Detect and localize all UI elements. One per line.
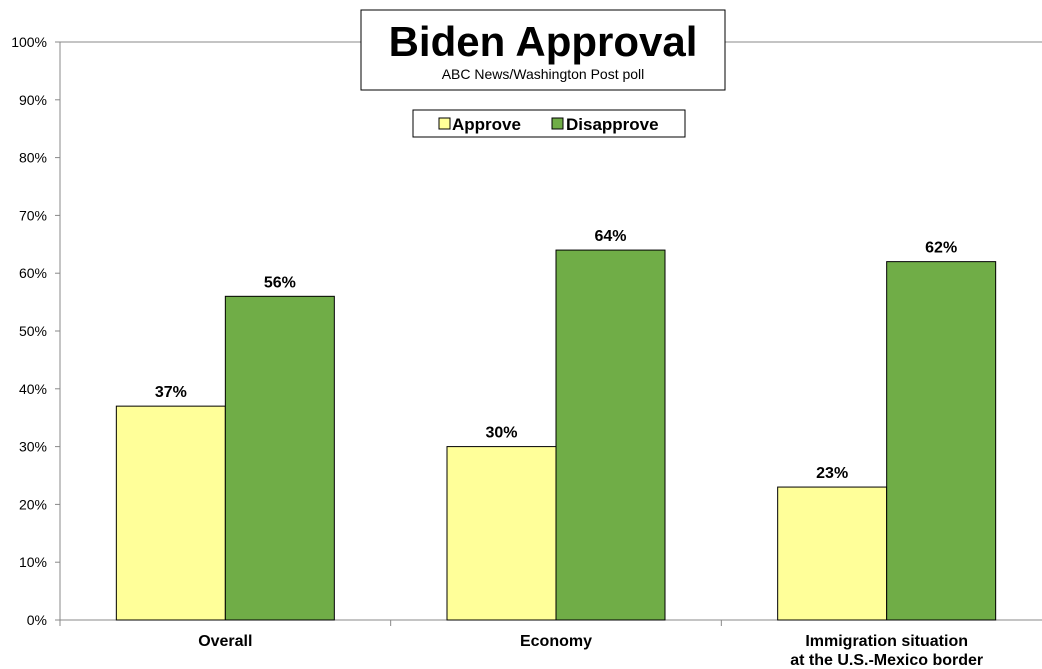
bar-disapprove-3: [886, 261, 997, 621]
y-tick-label: 60%: [19, 265, 47, 281]
y-tick-label: 20%: [19, 496, 47, 512]
y-tick-label: 90%: [19, 92, 47, 108]
x-category-label: Immigration situation: [805, 633, 968, 650]
legend-label-disapprove: Disapprove: [566, 115, 659, 134]
data-label-disapprove-3: 62%: [925, 240, 957, 257]
legend: Approve Disapprove: [412, 109, 686, 138]
y-tick-label: 70%: [19, 207, 47, 223]
y-tick-label: 50%: [19, 323, 47, 339]
y-tick-label: 0%: [27, 612, 47, 628]
data-label-approve-1: 37%: [155, 384, 187, 401]
x-category-label: at the U.S.-Mexico border: [790, 652, 983, 669]
legend-label-approve: Approve: [452, 115, 521, 134]
y-tick-label: 80%: [19, 150, 47, 166]
bar-approve-1: [115, 405, 226, 621]
axes: 0% 10% 20% 30% 40% 50% 60% 70% 80% 90% 100% Overall…: [11, 34, 1042, 669]
bar-disapprove-2: [555, 249, 666, 621]
data-label-disapprove-1: 56%: [264, 274, 296, 291]
bars: [115, 249, 997, 621]
y-tick-label: 10%: [19, 554, 47, 570]
x-category-label: Economy: [520, 633, 592, 650]
x-category-label: Overall: [198, 633, 252, 650]
data-label-approve-3: 23%: [816, 465, 848, 482]
bar-approve-3: [777, 486, 888, 621]
legend-swatch-disapprove: [551, 117, 564, 130]
legend-swatch-approve: [438, 117, 451, 130]
chart-subtitle: ABC News/Washington Post poll: [442, 66, 645, 82]
bar-approve-2: [446, 446, 557, 621]
bar-disapprove-1: [224, 295, 335, 621]
data-labels: 37% 56% 30% 64% 23% 62%: [155, 228, 957, 482]
data-label-approve-2: 30%: [485, 425, 517, 442]
y-tick-label: 30%: [19, 439, 47, 455]
y-tick-label: 40%: [19, 381, 47, 397]
data-label-disapprove-2: 64%: [594, 228, 626, 245]
title-box: Biden Approval ABC News/Washington Post …: [360, 9, 726, 91]
chart-title: Biden Approval: [389, 18, 698, 65]
y-tick-label: 100%: [11, 34, 47, 50]
